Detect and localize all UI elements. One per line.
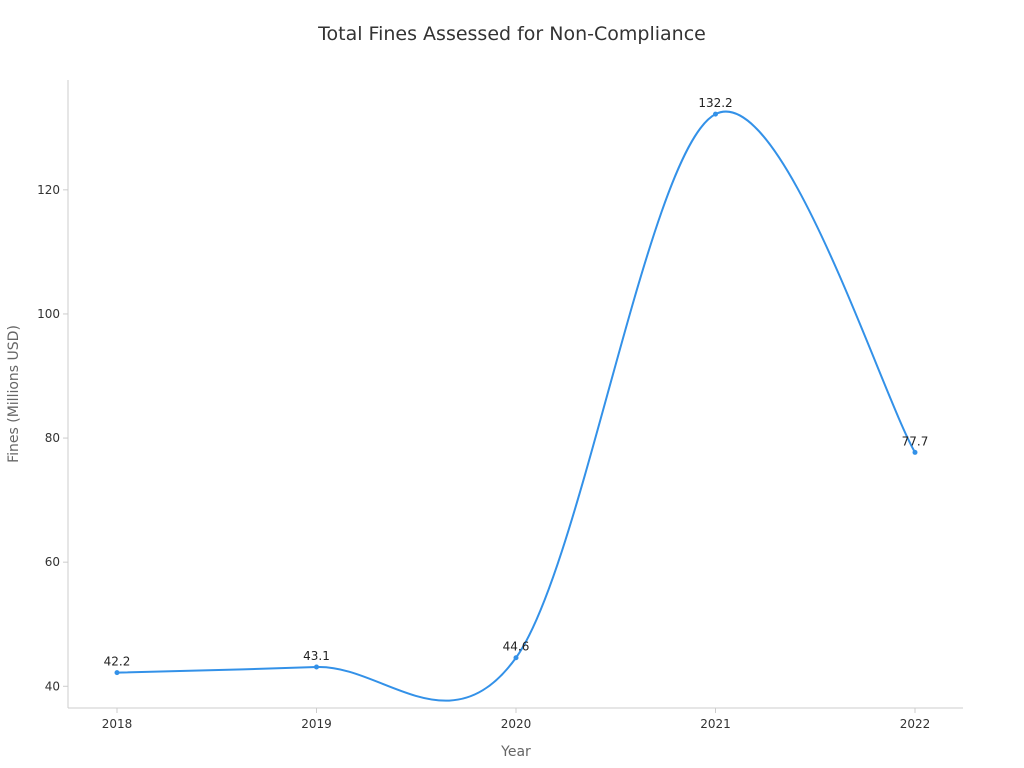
- data-label: 77.7: [902, 434, 929, 448]
- y-tick-label: 120: [37, 183, 60, 197]
- y-tick-label: 40: [45, 679, 60, 693]
- x-tick-label: 2022: [900, 717, 931, 731]
- data-point: [713, 111, 718, 117]
- series-line: [116, 110, 916, 702]
- x-tick-label: 2018: [102, 717, 133, 731]
- y-tick-label: 60: [45, 555, 60, 569]
- data-point: [314, 664, 319, 670]
- x-tick-label: 2019: [301, 717, 332, 731]
- data-points: 42.2 43.1 44.6 132.2 77.7: [104, 96, 929, 676]
- data-label: 43.1: [303, 649, 330, 663]
- x-axis-label: Year: [500, 744, 531, 760]
- data-point: [114, 670, 120, 676]
- x-tick-label: 2021: [700, 717, 731, 731]
- y-axis-label: Fines (Millions USD): [6, 325, 22, 463]
- y-ticks: 40 60 80 100 120: [37, 183, 68, 693]
- y-tick-label: 80: [45, 431, 60, 445]
- data-point: [912, 449, 918, 455]
- data-point: [513, 655, 519, 661]
- chart-title: Total Fines Assessed for Non-Compliance: [317, 23, 706, 45]
- y-tick-label: 100: [37, 307, 60, 321]
- data-label: 44.6: [503, 640, 530, 654]
- x-ticks: 2018 2019 2020 2021 2022: [102, 708, 931, 731]
- x-tick-label: 2020: [501, 717, 532, 731]
- data-label: 132.2: [698, 96, 732, 110]
- data-label: 42.2: [104, 655, 131, 669]
